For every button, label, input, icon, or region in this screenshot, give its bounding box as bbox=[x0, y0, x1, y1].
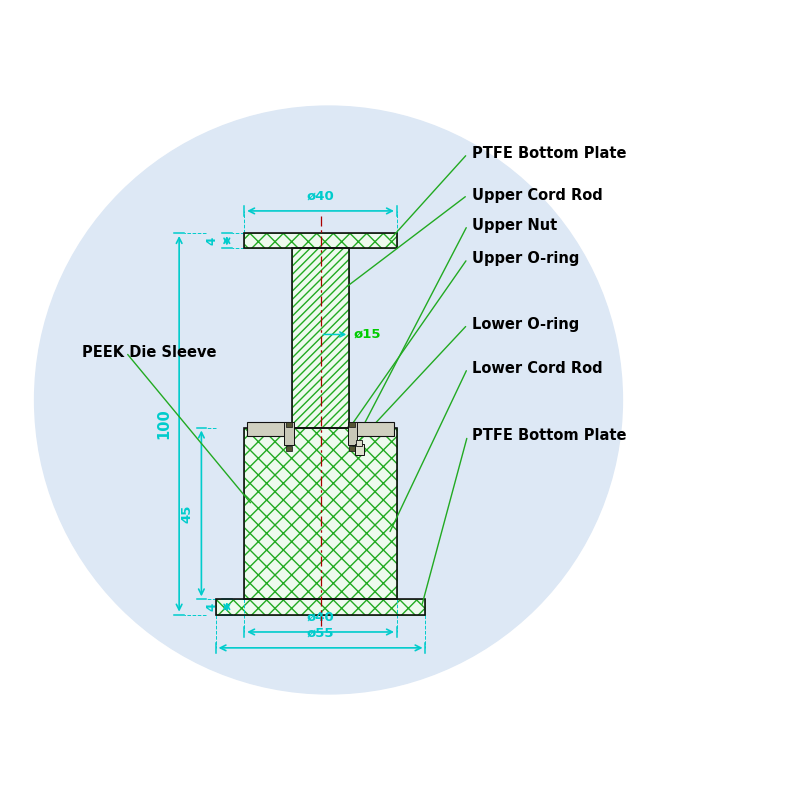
Text: ø40: ø40 bbox=[306, 190, 334, 203]
Bar bbox=[216, 599, 426, 614]
Text: 45: 45 bbox=[181, 504, 194, 522]
Text: 100: 100 bbox=[156, 409, 171, 439]
Bar bbox=[347, 422, 357, 445]
Text: ø55: ø55 bbox=[307, 627, 334, 640]
Bar bbox=[355, 439, 362, 446]
Text: ø15: ø15 bbox=[354, 328, 382, 341]
Bar bbox=[292, 249, 349, 428]
Text: PEEK Die Sleeve: PEEK Die Sleeve bbox=[82, 345, 217, 360]
Text: PTFE Bottom Plate: PTFE Bottom Plate bbox=[471, 146, 626, 162]
Bar bbox=[244, 233, 397, 249]
Bar bbox=[247, 422, 289, 436]
Bar bbox=[349, 422, 354, 427]
Bar bbox=[286, 422, 292, 427]
Text: PTFE Bottom Plate: PTFE Bottom Plate bbox=[471, 428, 626, 443]
Bar bbox=[354, 443, 364, 454]
Text: 4: 4 bbox=[206, 237, 219, 245]
Text: Lower O-ring: Lower O-ring bbox=[471, 317, 578, 332]
Text: 4: 4 bbox=[206, 602, 219, 611]
Text: ø40: ø40 bbox=[306, 611, 334, 624]
Text: Upper Cord Rod: Upper Cord Rod bbox=[471, 187, 602, 202]
Bar bbox=[349, 446, 354, 451]
Text: Lower Cord Rod: Lower Cord Rod bbox=[471, 361, 602, 376]
Bar bbox=[286, 446, 292, 451]
Bar bbox=[292, 249, 349, 428]
Bar bbox=[216, 599, 426, 614]
Circle shape bbox=[34, 106, 622, 694]
Bar bbox=[284, 422, 294, 445]
Bar bbox=[244, 428, 397, 599]
Text: Upper O-ring: Upper O-ring bbox=[471, 251, 579, 266]
Bar bbox=[244, 233, 397, 249]
Bar bbox=[352, 422, 394, 436]
Text: Upper Nut: Upper Nut bbox=[471, 218, 557, 233]
Bar bbox=[244, 428, 397, 599]
